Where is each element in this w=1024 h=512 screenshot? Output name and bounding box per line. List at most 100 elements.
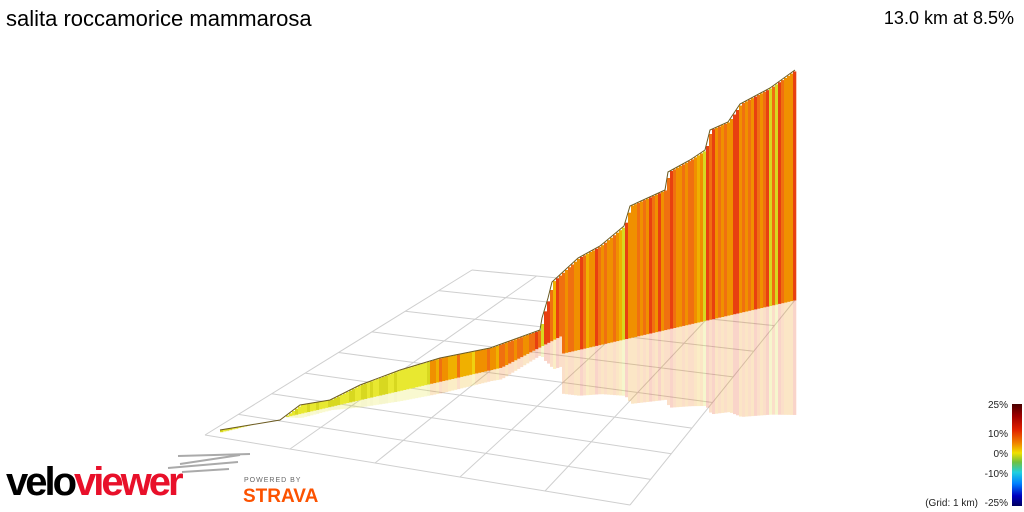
reflection-strip: [640, 335, 644, 403]
gradient-strip: [778, 82, 782, 304]
gradient-strip: [721, 125, 725, 317]
reflection-strip: [493, 369, 497, 381]
gradient-strip: [736, 110, 740, 314]
reflection-strip: [754, 309, 758, 416]
gradient-strip: [517, 338, 521, 359]
gradient-strip: [394, 372, 398, 393]
reflection-strip: [412, 387, 416, 399]
reflection-strip: [358, 400, 362, 408]
reflection-strip: [286, 416, 290, 418]
reflection-strip: [463, 376, 467, 388]
reflection-strip: [592, 346, 596, 395]
reflection-strip: [430, 383, 434, 396]
reflection-strip: [475, 373, 479, 385]
gradient-strip: [340, 395, 344, 405]
climb-summary: 13.0 km at 8.5%: [883, 8, 1014, 28]
reflection-strip: [517, 358, 521, 369]
gradient-strip: [229, 428, 233, 430]
profile-reflection: [220, 300, 797, 433]
veloviewer-logo[interactable]: veloviewer: [6, 460, 184, 504]
gradient-strip: [685, 162, 689, 326]
gradient-strip: [607, 240, 611, 344]
gradient-strip: [427, 361, 431, 385]
reflection-strip: [610, 342, 614, 395]
gradient-strip: [781, 80, 785, 304]
reflection-strip: [418, 386, 422, 398]
reflection-strip: [574, 350, 578, 396]
reflection-strip: [757, 308, 761, 416]
strava-logo[interactable]: STRAVA: [243, 486, 319, 507]
reflection-strip: [622, 339, 626, 396]
gradient-strip: [295, 408, 299, 415]
reflection-strip: [724, 316, 728, 413]
gradient-strip: [484, 349, 488, 372]
gradient-strip: [547, 301, 551, 343]
reflection-strip: [424, 385, 428, 397]
reflection-strip: [235, 428, 239, 430]
grid-line: [305, 372, 692, 429]
gradient-strip: [658, 193, 662, 332]
gradient-strip: [499, 344, 503, 368]
gradient-strip: [520, 337, 524, 358]
reflection-strip: [781, 303, 785, 415]
gradient-strip: [376, 379, 380, 397]
gradient-strip: [289, 413, 293, 417]
reflection-strip: [706, 320, 710, 408]
grid-line: [204, 434, 631, 506]
gradient-strip: [703, 151, 707, 322]
gradient-strip: [667, 178, 671, 330]
gradient-strip: [457, 354, 461, 378]
reflection-strip: [499, 367, 503, 380]
reflection-strip: [316, 409, 320, 414]
gradient-strip: [709, 134, 713, 320]
reflection-strip: [295, 414, 299, 418]
gradient-strip: [661, 191, 665, 331]
reflection-strip: [637, 336, 641, 404]
reflection-strip: [541, 346, 545, 358]
gradient-strip: [328, 400, 332, 408]
gradient-strip: [577, 258, 581, 351]
reflection-strip: [619, 340, 623, 396]
reflection-strip: [730, 314, 734, 413]
reflection-strip: [229, 429, 233, 431]
gradient-strip: [790, 73, 794, 302]
reflection-strip: [310, 411, 314, 416]
gradient-strip: [727, 122, 731, 316]
north-arrow-icon: [167, 453, 251, 473]
gradient-strip: [772, 86, 776, 306]
grid-note: (Grid: 1 km): [925, 498, 978, 509]
reflection-strip: [544, 344, 548, 361]
reflection-strip: [676, 327, 680, 408]
reflection-strip: [505, 365, 509, 377]
reflection-strip: [685, 325, 689, 407]
reflection-strip: [586, 347, 590, 396]
gradient-strip: [220, 430, 224, 432]
gradient-strip: [691, 159, 695, 324]
gradient-strip: [370, 381, 374, 398]
reflection-strip: [325, 407, 329, 412]
gradient-strip: [745, 101, 749, 312]
gradient-strip: [466, 352, 470, 376]
reflection-strip: [442, 381, 446, 393]
gradient-strip: [514, 339, 518, 361]
reflection-strip: [565, 352, 569, 395]
reflection-strip: [700, 321, 704, 407]
reflection-strip: [727, 315, 731, 413]
gradient-strip: [352, 389, 356, 402]
reflection-strip: [793, 300, 797, 415]
gradient-strip: [706, 146, 710, 321]
gradient-strip: [223, 429, 227, 432]
gradient-strip: [490, 348, 494, 371]
gradient-strip: [541, 324, 545, 347]
gradient-strip: [754, 96, 758, 310]
gradient-strip: [334, 398, 338, 406]
gradient-strip: [733, 114, 737, 315]
reflection-strip: [589, 347, 593, 395]
reflection-strip: [664, 330, 668, 400]
reflection-strip: [376, 396, 380, 405]
gradient-strip: [670, 170, 674, 329]
reflection-strip: [715, 318, 719, 414]
reflection-strip: [511, 361, 515, 373]
gradient-strip: [523, 336, 527, 356]
